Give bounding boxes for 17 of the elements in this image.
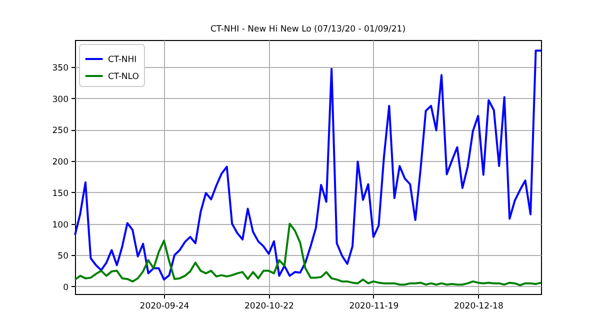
chart-title: CT-NHI - New Hi New Lo (07/13/20 - 01/09/21) [210, 24, 406, 34]
y-tick-label: 0 [63, 282, 68, 293]
y-tick-label: 100 [52, 220, 68, 230]
legend-label: CT-NHI [108, 55, 137, 65]
y-tick-label: 50 [58, 252, 68, 262]
x-tick-label: 2020-10-22 [244, 302, 294, 312]
line-series [74, 222, 542, 286]
legend-label: CT-NLO [108, 72, 140, 82]
y-tick-label: 250 [52, 126, 68, 136]
y-tick-label: 150 [52, 188, 68, 199]
x-tick-label: 2020-12-18 [454, 302, 504, 312]
y-tick-label: 350 [52, 63, 68, 74]
x-tick-label: 2020-09-24 [140, 302, 190, 312]
y-tick-label: 300 [52, 94, 68, 105]
line-series [74, 50, 542, 281]
x-tick-label: 2020-11-19 [349, 302, 399, 312]
y-tick-label: 200 [52, 158, 68, 168]
